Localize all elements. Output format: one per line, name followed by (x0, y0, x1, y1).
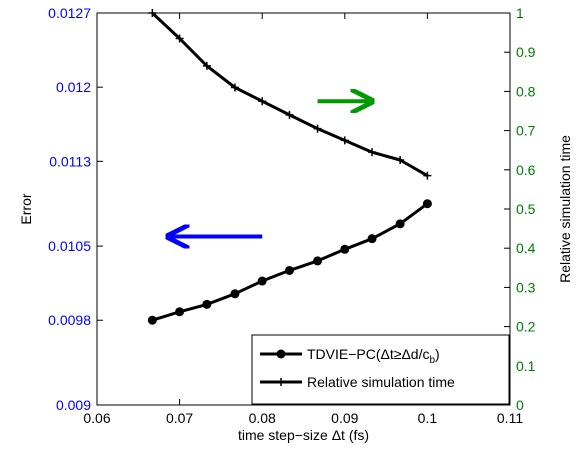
left-tick-label: 0.0105 (48, 238, 91, 254)
data-point (230, 83, 239, 92)
data-point (313, 124, 322, 133)
data-point (202, 299, 212, 309)
right-tick-label: 0.3 (516, 279, 536, 295)
data-point (340, 244, 350, 254)
data-point (148, 9, 157, 17)
data-point (230, 289, 240, 299)
data-point (395, 219, 405, 229)
data-point (284, 265, 294, 275)
left-tick-label: 0.0113 (49, 153, 91, 169)
legend-box (251, 334, 510, 405)
left-tick-label: 0.0127 (48, 5, 91, 21)
left-axis: 0.009 0.0098 0.0105 0.0113 0.012 0.0127 (48, 5, 103, 413)
left-tick-label: 0.012 (56, 79, 91, 95)
data-point (258, 97, 267, 106)
data-point (313, 256, 323, 266)
legend-label-error-main: TDVIE−PC(Δt≥Δd/c (307, 346, 429, 362)
right-tick-label: 0.1 (516, 358, 536, 374)
bottom-tick-label: 0.08 (249, 410, 276, 426)
data-point (285, 110, 294, 119)
series-layer (147, 9, 432, 325)
right-axis: 0 0.1 0.2 0.3 0.4 0.5 0.6 0.7 0.8 0.9 1 (504, 5, 536, 413)
series-line-1 (151, 11, 429, 178)
legend-label-error: TDVIE−PC(Δt≥Δd/cb) (307, 346, 440, 366)
data-point (175, 34, 184, 43)
right-tick-label: 0.8 (516, 83, 536, 99)
right-tick-label: 0.4 (516, 240, 536, 256)
right-tick-label: 0.5 (516, 201, 536, 217)
data-point (422, 199, 432, 209)
legend-label-error-suffix: ) (435, 346, 440, 362)
data-point (396, 156, 405, 164)
data-point (257, 276, 267, 286)
left-tick-label: 0.009 (56, 397, 91, 413)
data-point (368, 148, 377, 157)
data-point (367, 234, 377, 244)
legend: TDVIE−PC(Δt≥Δd/cb) Relative simulation t… (251, 334, 510, 405)
bottom-tick-label: 0.1 (418, 410, 438, 426)
right-tick-label: 0.2 (516, 319, 536, 335)
left-tick-label: 0.0098 (48, 312, 91, 328)
x-axis-label: time step−size Δt (fs) (238, 427, 369, 443)
data-point (423, 171, 432, 180)
bottom-axis: 0.06 0.07 0.08 0.09 0.1 0.11 (83, 13, 523, 426)
right-tick-label: 0 (516, 397, 524, 413)
data-point (340, 136, 349, 145)
right-tick-label: 0.9 (516, 44, 536, 60)
right-tick-label: 0.7 (516, 123, 536, 139)
y-left-axis-label: Error (18, 193, 34, 224)
y-right-axis-label: Relative simulation time (557, 135, 573, 283)
annotation-layer (168, 101, 372, 236)
data-point (175, 307, 185, 317)
legend-label-error-subscript: b (429, 355, 435, 366)
bottom-tick-label: 0.11 (497, 410, 523, 426)
bottom-tick-label: 0.09 (331, 410, 358, 426)
legend-marker-error (276, 349, 286, 359)
right-tick-label: 1 (516, 5, 524, 21)
bottom-tick-label: 0.06 (83, 410, 110, 426)
data-point (202, 61, 211, 70)
right-tick-label: 0.6 (516, 162, 536, 178)
bottom-tick-label: 0.07 (166, 410, 193, 426)
legend-label-time: Relative simulation time (307, 374, 455, 390)
series-line-0 (151, 202, 429, 322)
data-point (147, 315, 157, 325)
legend-marker-time (277, 378, 285, 386)
